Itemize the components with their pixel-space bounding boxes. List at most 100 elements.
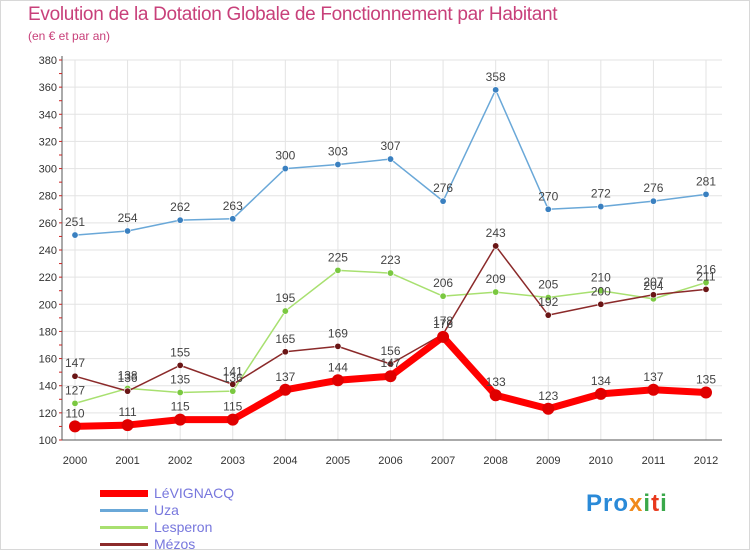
data-point <box>702 279 710 287</box>
data-label: 110 <box>65 406 84 420</box>
data-label: 178 <box>433 314 453 328</box>
legend-swatch-mezos <box>100 543 148 546</box>
data-label: 137 <box>275 370 295 384</box>
legend-swatch-levignacq <box>100 490 148 497</box>
data-label: 211 <box>696 269 715 283</box>
logo-letter: i <box>660 490 668 517</box>
data-label: 134 <box>591 374 611 388</box>
data-point <box>71 399 79 407</box>
x-tick-label: 2012 <box>694 455 718 467</box>
data-label: 144 <box>328 360 348 374</box>
data-point <box>229 380 237 388</box>
legend-label-levignacq: LéVIGNACQ <box>154 485 235 501</box>
data-label: 138 <box>118 368 138 382</box>
data-label: 156 <box>380 344 400 358</box>
y-tick-label: 360 <box>39 82 57 94</box>
y-tick-label: 280 <box>39 191 57 203</box>
logo-letter: i <box>643 490 652 517</box>
data-point <box>229 215 237 223</box>
data-label: 136 <box>118 371 138 385</box>
legend-label-lesperon: Lesperon <box>154 519 213 535</box>
logo-letter: P <box>586 490 604 517</box>
data-label: 307 <box>380 139 400 153</box>
data-label: 165 <box>275 332 295 346</box>
data-point <box>597 287 605 295</box>
data-point <box>544 311 552 319</box>
data-label: 216 <box>696 263 716 277</box>
data-point <box>492 288 500 296</box>
proxiti-logo: Proxiti <box>586 490 668 518</box>
data-point <box>334 266 342 274</box>
data-point <box>229 387 237 395</box>
data-point <box>386 360 394 368</box>
data-label: 207 <box>643 275 663 289</box>
data-point <box>386 155 394 163</box>
data-label: 111 <box>118 405 137 419</box>
data-point <box>437 330 450 343</box>
data-label: 155 <box>170 345 190 359</box>
data-point <box>702 285 710 293</box>
data-point <box>492 86 500 94</box>
data-label: 263 <box>223 199 243 213</box>
logo-letter: t <box>651 490 661 517</box>
data-point <box>279 383 292 396</box>
y-tick-label: 260 <box>39 218 57 230</box>
legend-swatch-uza <box>100 509 148 512</box>
data-point <box>124 387 132 395</box>
data-point <box>597 300 605 308</box>
y-tick-label: 100 <box>39 435 57 447</box>
data-point <box>334 161 342 169</box>
data-label: 137 <box>643 370 663 384</box>
data-point <box>281 307 289 315</box>
x-tick-label: 2008 <box>483 455 507 467</box>
data-point <box>489 389 502 402</box>
y-tick-label: 380 <box>39 55 57 67</box>
data-point <box>281 165 289 173</box>
y-tick-label: 220 <box>39 272 57 284</box>
data-point <box>492 242 500 250</box>
y-tick-label: 140 <box>39 381 57 393</box>
x-tick-label: 2005 <box>326 455 350 467</box>
data-point <box>439 292 447 300</box>
data-point <box>384 370 397 383</box>
data-label: 225 <box>328 250 348 264</box>
logo-letter: o <box>613 490 630 517</box>
data-label: 115 <box>171 400 190 414</box>
data-label: 254 <box>118 211 138 225</box>
data-label: 300 <box>275 149 295 163</box>
data-point <box>334 342 342 350</box>
data-point <box>71 372 79 380</box>
y-tick-label: 180 <box>39 326 57 338</box>
data-label: 147 <box>65 356 85 370</box>
x-tick-label: 2010 <box>589 455 613 467</box>
data-label: 147 <box>380 356 400 370</box>
x-tick-label: 2000 <box>63 455 87 467</box>
data-point <box>174 413 187 426</box>
data-label: 204 <box>643 279 663 293</box>
data-label: 200 <box>591 284 611 298</box>
x-tick-label: 2007 <box>431 455 455 467</box>
data-point <box>176 216 184 224</box>
data-point <box>700 386 712 399</box>
y-tick-label: 300 <box>39 164 57 176</box>
data-point <box>386 269 394 277</box>
x-tick-label: 2004 <box>273 455 297 467</box>
data-point <box>544 293 552 301</box>
data-label: 262 <box>170 200 190 214</box>
legend-swatch-lesperon <box>100 526 148 529</box>
y-tick-label: 160 <box>39 354 57 366</box>
data-point <box>439 197 447 205</box>
data-label: 209 <box>486 272 506 286</box>
data-point <box>121 419 134 432</box>
data-point <box>647 383 660 396</box>
data-point <box>649 291 657 299</box>
x-tick-label: 2001 <box>115 455 139 467</box>
data-label: 195 <box>275 291 295 305</box>
y-tick-label: 200 <box>39 299 57 311</box>
logo-letter: r <box>603 490 614 517</box>
data-label: 141 <box>223 364 243 378</box>
data-point <box>226 413 239 426</box>
logo-letter: x <box>629 490 644 517</box>
x-tick-label: 2003 <box>221 455 245 467</box>
